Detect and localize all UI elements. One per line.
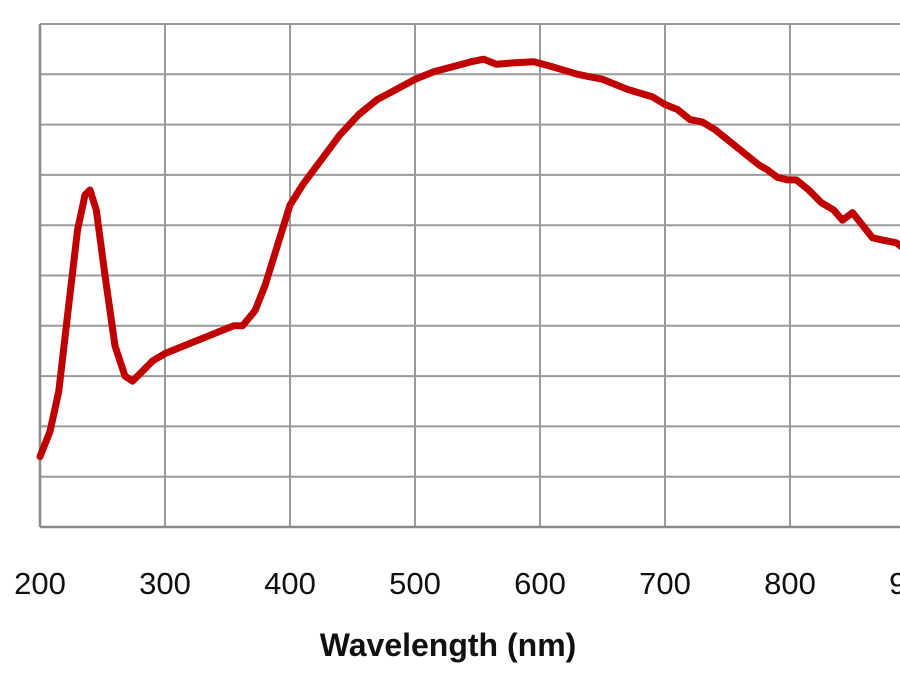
- axes: [38, 24, 900, 529]
- x-tick-label: 600: [514, 566, 566, 601]
- grid: [40, 23, 900, 527]
- x-tick-label: 900: [889, 566, 900, 601]
- x-tick-label: 500: [389, 566, 441, 601]
- x-axis-title: Wavelength (nm): [320, 627, 577, 663]
- x-tick-label: 800: [764, 566, 816, 601]
- x-tick-labels: 2003004005006007008009001000: [14, 566, 900, 601]
- x-tick-label: 400: [264, 566, 316, 601]
- x-tick-label: 300: [139, 566, 191, 601]
- series-layer: [36, 55, 900, 461]
- x-tick-label: 200: [14, 566, 66, 601]
- spectrum-line: [36, 55, 900, 461]
- x-tick-label: 700: [639, 566, 691, 601]
